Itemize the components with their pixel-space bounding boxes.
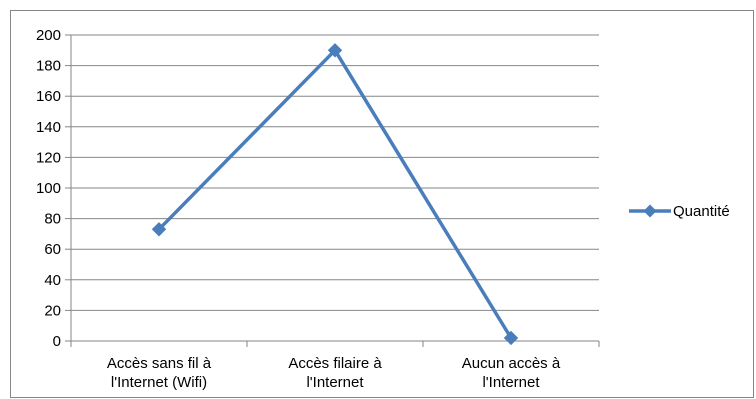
y-tick-label-80: 80 bbox=[44, 211, 61, 228]
y-tick-labels: 0 20 40 60 80 100 120 140 160 180 200 bbox=[36, 27, 61, 350]
y-tick-label-140: 140 bbox=[36, 119, 61, 136]
y-tick-label-200: 200 bbox=[36, 27, 61, 44]
x-tick-labels: Accès sans fil à l'Internet (Wifi) Accès f… bbox=[107, 355, 561, 391]
y-tick-label-120: 120 bbox=[36, 149, 61, 166]
x-tick-label-2: Aucun accès à l'Internet bbox=[462, 355, 561, 391]
y-tick-label-180: 180 bbox=[36, 58, 61, 75]
y-tick-label-0: 0 bbox=[53, 333, 61, 350]
data-point-0 bbox=[151, 222, 167, 237]
series-line-0 bbox=[157, 48, 513, 339]
gridlines bbox=[71, 34, 599, 311]
y-tick-label-20: 20 bbox=[44, 302, 61, 319]
legend-marker bbox=[643, 204, 657, 218]
legend: Quantité bbox=[629, 203, 730, 220]
y-tick-label-100: 100 bbox=[36, 180, 61, 197]
series-layer bbox=[151, 43, 519, 346]
data-point-1 bbox=[327, 43, 343, 58]
y-tick-label-40: 40 bbox=[44, 272, 61, 289]
x-tick-label-0: Accès sans fil à l'Internet (Wifi) bbox=[107, 355, 212, 391]
y-tick-label-60: 60 bbox=[44, 241, 61, 258]
axes bbox=[65, 34, 600, 347]
chart-frame: 0 20 40 60 80 100 120 140 160 180 200 Accès sans f… bbox=[10, 10, 754, 398]
data-point-2 bbox=[503, 330, 519, 346]
legend-label: Quantité bbox=[673, 203, 730, 220]
line-chart: 0 20 40 60 80 100 120 140 160 180 200 Accès sans f… bbox=[36, 27, 730, 391]
x-tick-label-1: Accès filaire à l'Internet bbox=[288, 355, 382, 391]
y-tick-label-160: 160 bbox=[36, 88, 61, 105]
